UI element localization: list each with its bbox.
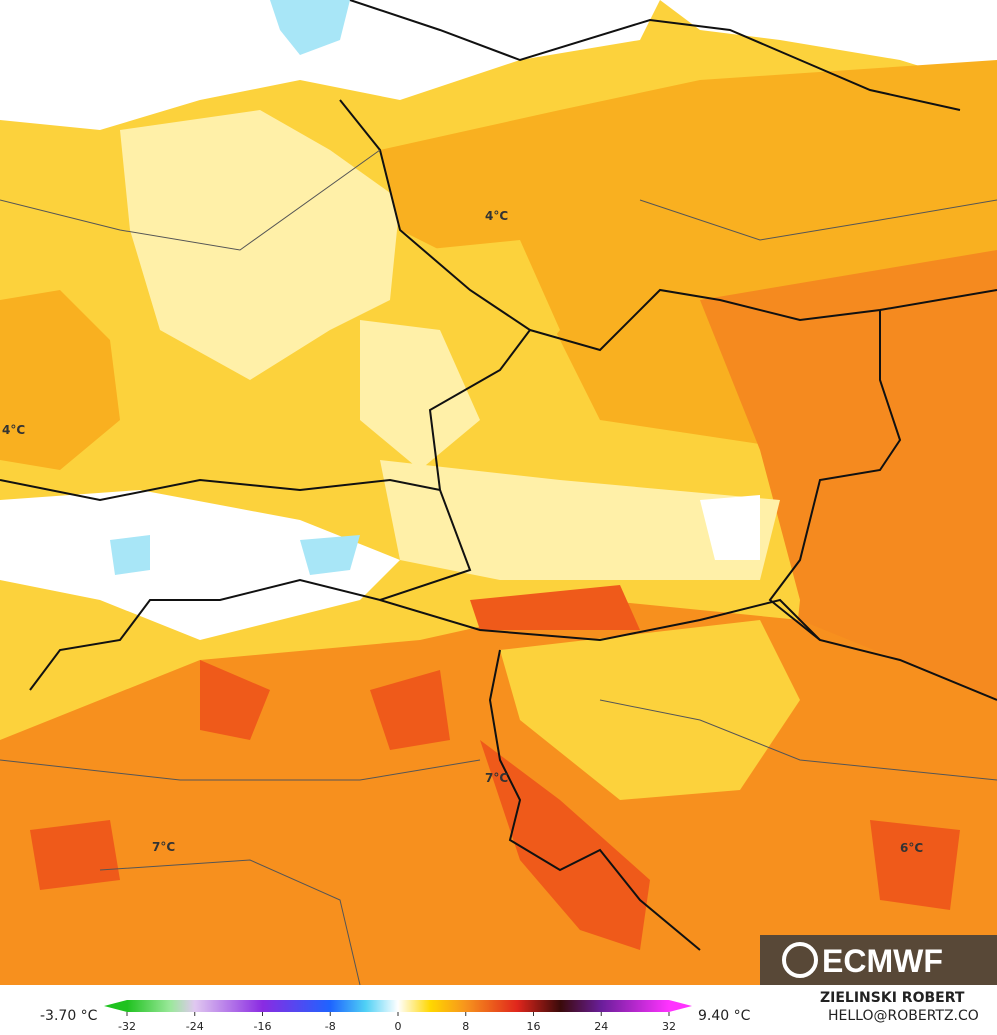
map-label: 7°C (485, 771, 508, 785)
credit-name: ZIELINSKI ROBERT (820, 990, 965, 1006)
min-label: -3.70 °C (40, 1008, 98, 1024)
logo-text: ECMWF (822, 943, 943, 979)
thin-borders (0, 149, 997, 986)
colorbar-tick-label: 8 (462, 1020, 469, 1033)
map-fields (0, 0, 997, 985)
map-label: 4°C (2, 423, 25, 437)
colorbar-tick-label: -24 (186, 1020, 204, 1033)
colorbar-tick-label: -8 (325, 1020, 336, 1033)
colorbar-tick-label: 24 (594, 1020, 608, 1033)
map-label: 4°C (485, 209, 508, 223)
colorbar-tick-label: 16 (527, 1020, 541, 1033)
borders (0, 0, 997, 951)
colorbar-tick-label: -32 (118, 1020, 136, 1033)
map-label: 7°C (152, 840, 175, 854)
logo-icon (782, 942, 818, 978)
max-label: 9.40 °C (698, 1008, 751, 1024)
colorbar-tick-label: -16 (254, 1020, 272, 1033)
map-label: 6°C (900, 841, 923, 855)
colorbar-tick-label: 32 (662, 1020, 676, 1033)
colorbar-tick-label: 0 (395, 1020, 402, 1033)
credit-email: HELLO@ROBERTZ.CO (828, 1008, 979, 1024)
colorbar (104, 1000, 692, 1012)
